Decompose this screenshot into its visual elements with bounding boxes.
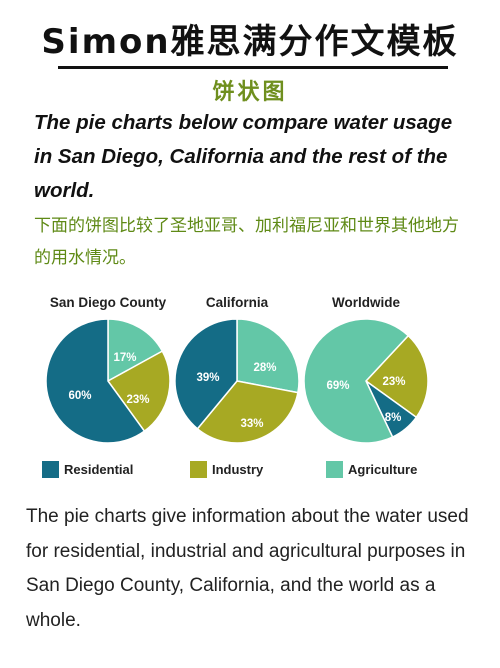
slice-label: 69% [326,380,349,392]
legend-swatch [190,461,207,478]
pie-slice-agriculture [107,318,164,383]
slice-label: 39% [196,372,219,384]
task-translation: 下面的饼图比较了圣地亚哥、加利福尼亚和世界其他地方的用水情况。 [34,216,459,268]
pie-title: California [206,295,269,310]
task-question: The pie charts below compare water usage… [34,111,453,202]
slice-label: 17% [113,352,136,364]
pie-title: Worldwide [332,295,400,310]
pie-slice-industry [364,334,429,419]
legend-label: Residential [64,462,133,477]
pie-slice-agriculture [236,318,300,394]
pie-charts: San Diego County 60% 23% 17% California 39% 33… [42,295,429,478]
legend-swatch [42,461,59,478]
slice-label: 23% [382,376,405,388]
pie-slice-industry [196,380,299,444]
page-title: Simon雅思满分作文模板 [41,22,459,62]
pie-slice-agriculture [303,318,410,444]
pie-slice-residential [174,318,238,430]
legend-swatch [326,461,343,478]
slice-label: 23% [126,394,149,406]
slice-label: 28% [253,362,276,374]
pie-slice-residential [45,318,146,444]
model-answer-paragraph: The pie charts give information about th… [26,506,469,631]
pie-title: San Diego County [50,295,167,310]
legend-label: Agriculture [348,462,417,477]
legend-label: Industry [212,462,264,477]
title-underline [58,66,448,69]
page-subtitle: 饼状图 [212,80,288,105]
pie-slice-industry [106,350,171,433]
slice-label: 60% [68,390,91,402]
slice-label: 8% [385,412,402,424]
slice-label: 33% [240,418,263,430]
